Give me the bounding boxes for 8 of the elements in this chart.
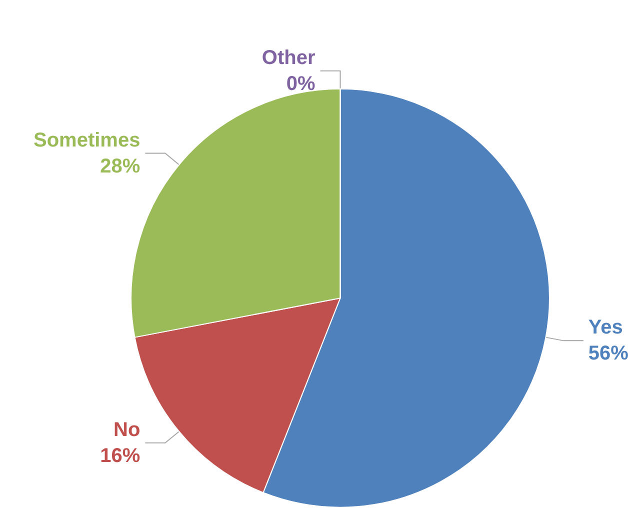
data-label: 56% [588,342,629,365]
slice-label: No [114,418,140,441]
slice-label: Sometimes [33,129,140,152]
slice-label: Yes [588,316,623,339]
data-label: 16% [100,444,140,467]
data-label: 28% [100,155,140,178]
category-label: Other [262,46,316,69]
text: 0% [286,72,316,95]
